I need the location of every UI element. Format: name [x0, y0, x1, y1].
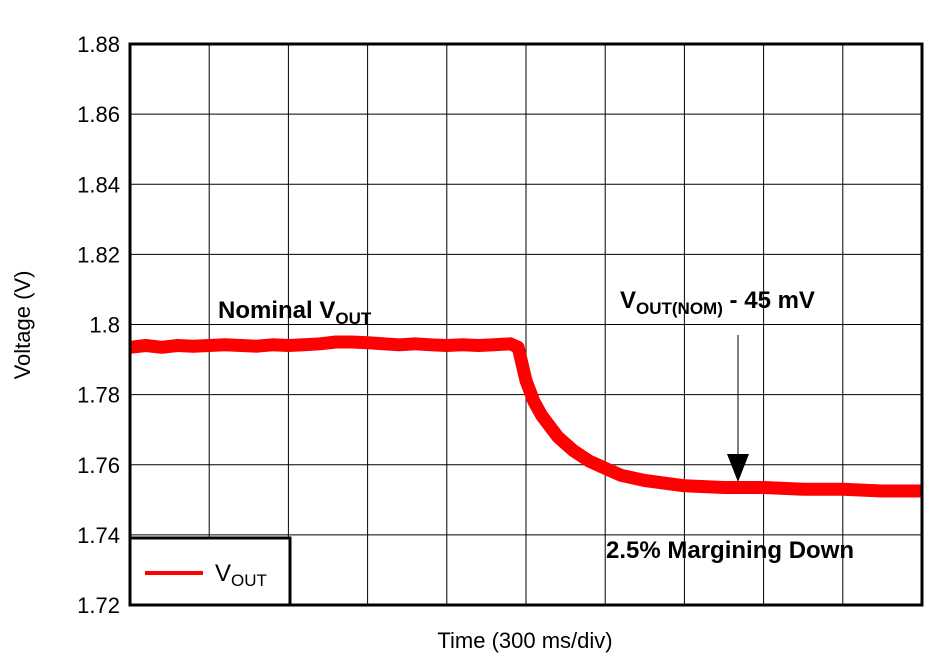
- y-tick-label: 1.84: [77, 172, 120, 197]
- x-axis-label: Time (300 ms/div): [437, 628, 612, 653]
- y-tick-label: 1.8: [89, 313, 120, 338]
- annotation-subscript: OUT: [335, 309, 372, 328]
- y-tick-label: 1.88: [77, 32, 120, 57]
- grid: [129, 43, 923, 606]
- series-line: [129, 335, 922, 498]
- y-tick-label: 1.76: [77, 453, 120, 478]
- arrow-head: [727, 454, 749, 482]
- legend-subscript: OUT: [231, 571, 267, 590]
- plot-frame: [128, 42, 924, 607]
- y-tick-label: 1.72: [77, 593, 120, 618]
- annotation-text: Nominal V: [218, 297, 335, 324]
- legend: VOUT: [128, 536, 292, 607]
- plot: [129, 335, 922, 498]
- annotation-text: V: [620, 287, 636, 314]
- y-tick-label: 1.86: [77, 102, 120, 127]
- y-tick-label: 1.74: [77, 523, 120, 548]
- legend-entry: VOUT: [215, 560, 267, 590]
- annotation: VOUT(NOM) - 45 mV: [620, 287, 815, 318]
- y-tick-label: 1.78: [77, 383, 120, 408]
- legend-text: V: [215, 560, 231, 587]
- y-axis-label: Voltage (V): [10, 271, 35, 380]
- annotation-suffix: - 45 mV: [723, 287, 815, 314]
- annotation-subscript: OUT(NOM): [636, 299, 723, 318]
- annotation: Nominal VOUT: [218, 297, 372, 328]
- annotation: 2.5% Margining Down: [606, 537, 854, 564]
- y-tick-label: 1.82: [77, 242, 120, 267]
